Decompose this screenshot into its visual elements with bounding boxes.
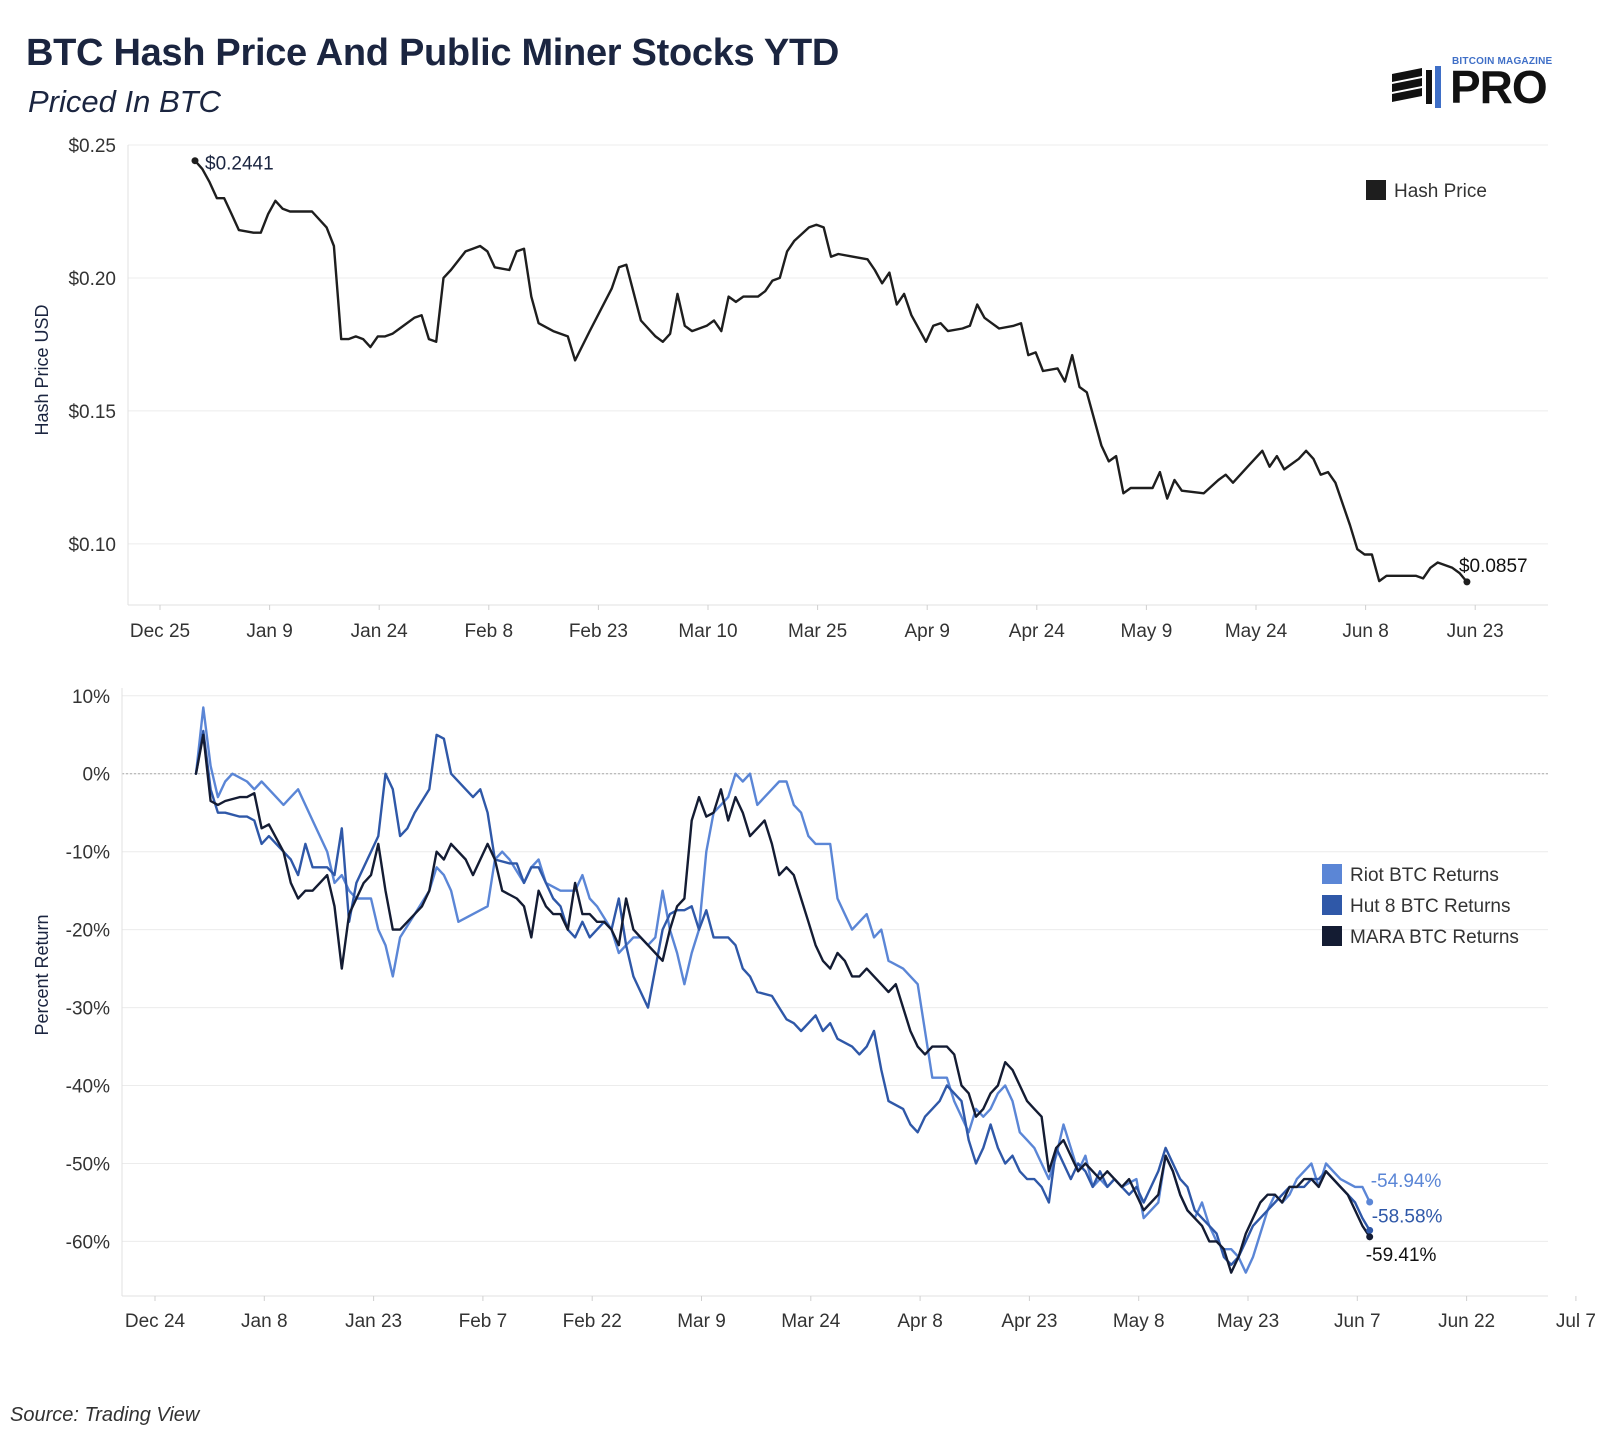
x-tick-label-jun-23: Jun 23 (1447, 621, 1504, 642)
series-line-mara-btc-returns (194, 733, 1371, 1274)
logo-small-text: BITCOIN MAGAZINE (1452, 56, 1553, 67)
end-value-label-hut-8-btc-returns: -58.58% (1372, 1206, 1443, 1227)
legend-label-mara-btc-returns: MARA BTC Returns (1350, 927, 1519, 948)
x-tick-label-mar-25: Mar 25 (788, 621, 847, 642)
end-point-marker-riot-btc-returns (1366, 1198, 1374, 1206)
x-tick-label-dec-25: Dec 25 (130, 621, 190, 642)
y-tick-label-40: -40% (66, 1077, 110, 1098)
y-tick-label-50: -50% (66, 1154, 110, 1175)
y-tick-label-0: 0% (83, 765, 111, 786)
x-tick-label-may-8: May 8 (1113, 1311, 1165, 1332)
x-tick-label-feb-8: Feb 8 (465, 621, 514, 642)
x-tick-label-may-24: May 24 (1225, 621, 1288, 642)
x-tick-label-apr-24: Apr 24 (1009, 621, 1065, 642)
x-tick-label-mar-10: Mar 10 (678, 621, 737, 642)
legend-label-hash-price: Hash Price (1394, 181, 1487, 202)
x-tick-label-jul-7: Jul 7 (1556, 1311, 1596, 1332)
y-tick-label-0-10: $0.10 (68, 535, 116, 556)
y-tick-label-0-15: $0.15 (68, 402, 116, 423)
series-line-hash-price (193, 159, 1469, 584)
y-tick-label-10: 10% (72, 687, 110, 708)
x-tick-label-apr-8: Apr 8 (897, 1311, 942, 1332)
page-subtitle: Priced In BTC (28, 84, 221, 119)
end-value-label-hash-price: $0.0857 (1459, 556, 1528, 577)
miner-returns-chart: 10% 0% -10% -20% -30% -40% -50% -60% Dec 24 Jan 8… (32, 687, 1596, 1332)
x-tick-label-jan-9: Jan 9 (246, 621, 292, 642)
hash-price-chart: $0.25 $0.20 $0.15 $0.10 Dec 25 Jan 9 Jan 24 Feb… (32, 136, 1548, 642)
x-tick-label-jun-22: Jun 22 (1438, 1311, 1495, 1332)
x-tick-label-jan-23: Jan 23 (345, 1311, 402, 1332)
end-point-marker-hut-8-btc-returns (1366, 1226, 1374, 1234)
end-point-marker-hash-price (1463, 578, 1471, 586)
x-tick-label-may-9: May 9 (1121, 621, 1173, 642)
start-value-label: $0.2441 (205, 154, 274, 175)
legend-swatch-hash-price (1366, 180, 1386, 200)
y-axis-title: Percent Return (32, 914, 52, 1035)
y-tick-label-20: -20% (66, 921, 110, 942)
logo-big-text: PRO (1450, 61, 1548, 113)
y-tick-label-0-25: $0.25 (68, 136, 116, 157)
x-tick-label-feb-7: Feb 7 (459, 1311, 508, 1332)
x-tick-label-may-23: May 23 (1217, 1311, 1279, 1332)
legend-label-hut-8-btc-returns: Hut 8 BTC Returns (1350, 896, 1511, 917)
start-point-marker (191, 157, 199, 165)
x-tick-label-mar-9: Mar 9 (677, 1311, 726, 1332)
y-tick-label-60: -60% (66, 1232, 110, 1253)
x-tick-label-dec-24: Dec 24 (125, 1311, 186, 1332)
y-axis-title: Hash Price USD (32, 304, 52, 435)
legend-swatch-mara-btc-returns (1322, 926, 1342, 946)
bitcoin-magazine-pro-logo: BITCOIN MAGAZINE PRO (1390, 56, 1580, 112)
page-title: BTC Hash Price And Public Miner Stocks Y… (26, 32, 840, 74)
y-tick-label-0-20: $0.20 (68, 269, 116, 290)
logo-bars-icon (1392, 66, 1441, 108)
x-tick-label-feb-23: Feb 23 (569, 621, 628, 642)
x-tick-label-jan-8: Jan 8 (241, 1311, 287, 1332)
series-line-riot-btc-returns (194, 706, 1371, 1274)
end-value-label-mara-btc-returns: -59.41% (1366, 1245, 1437, 1266)
series-line-hut-8-btc-returns (194, 729, 1371, 1267)
x-tick-label-feb-22: Feb 22 (563, 1311, 622, 1332)
x-tick-label-mar-24: Mar 24 (781, 1311, 841, 1332)
x-tick-label-jun-8: Jun 8 (1342, 621, 1388, 642)
y-tick-label-30: -30% (66, 999, 110, 1020)
y-tick-label-10: -10% (66, 843, 110, 864)
legend-swatch-riot-btc-returns (1322, 864, 1342, 884)
x-tick-label-jan-24: Jan 24 (351, 621, 408, 642)
x-tick-label-apr-23: Apr 23 (1001, 1311, 1057, 1332)
x-tick-label-jun-7: Jun 7 (1334, 1311, 1380, 1332)
end-value-label-riot-btc-returns: -54.94% (1371, 1171, 1442, 1192)
legend-label-riot-btc-returns: Riot BTC Returns (1350, 865, 1499, 886)
source-note: Source: Trading View (10, 1404, 200, 1426)
legend-swatch-hut-8-btc-returns (1322, 895, 1342, 915)
end-point-marker-mara-btc-returns (1366, 1233, 1374, 1241)
x-tick-label-apr-9: Apr 9 (904, 621, 949, 642)
